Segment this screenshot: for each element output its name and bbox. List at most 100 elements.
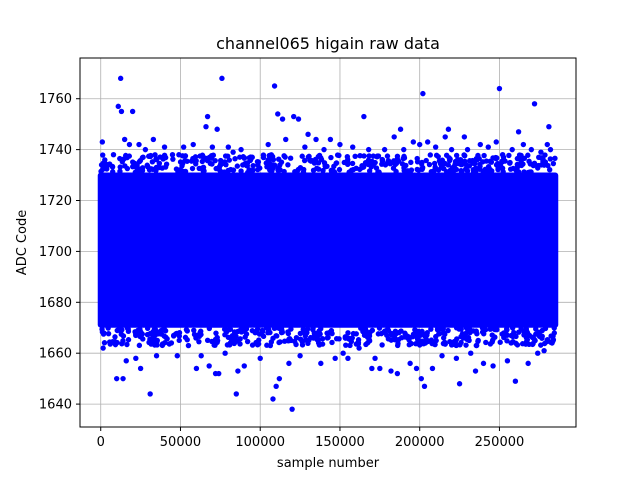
fringe-point <box>231 339 238 346</box>
data-point <box>429 365 436 372</box>
fringe-point <box>324 163 330 169</box>
data-point <box>174 353 180 359</box>
fringe-point <box>136 342 143 349</box>
data-point <box>214 126 220 132</box>
fringe-point <box>285 338 292 344</box>
fringe-point <box>315 166 322 172</box>
data-point <box>118 108 125 115</box>
fringe-point <box>487 326 493 332</box>
data-point <box>417 141 423 148</box>
data-point <box>432 144 439 150</box>
data-point <box>345 355 351 361</box>
data-point <box>198 353 204 359</box>
fringe-point <box>427 152 434 158</box>
data-point <box>113 375 120 382</box>
fringe-point <box>316 152 323 159</box>
data-point <box>321 146 327 153</box>
data-point <box>117 75 124 82</box>
fringe-point <box>504 338 510 344</box>
data-point <box>439 353 445 359</box>
fringe-point <box>462 152 468 159</box>
fringe-point <box>349 160 356 167</box>
fringe-point <box>514 161 520 168</box>
fringe-point <box>396 329 402 336</box>
fringe-point <box>277 339 283 345</box>
fringe-point <box>404 333 410 339</box>
data-point <box>126 141 133 148</box>
data-point <box>115 103 121 110</box>
data-point <box>541 347 547 354</box>
fringe-point <box>278 159 285 165</box>
data-point <box>445 126 452 132</box>
fringe-point <box>183 326 190 333</box>
data-point <box>340 350 346 356</box>
fringe-point <box>268 165 274 172</box>
fringe-point <box>464 168 471 174</box>
y-tick-label: 1760 <box>39 92 72 107</box>
fringe-point <box>311 160 318 166</box>
data-point <box>453 355 460 361</box>
fringe-point <box>453 166 460 173</box>
fringe-point <box>353 331 359 337</box>
data-point <box>289 406 295 412</box>
data-point <box>276 375 283 382</box>
fringe-point <box>500 331 506 337</box>
fringe-point <box>458 162 464 168</box>
fringe-point <box>463 342 469 348</box>
fringe-point <box>364 334 371 340</box>
data-point <box>297 353 303 359</box>
data-point <box>271 83 278 89</box>
fringe-point <box>453 152 460 159</box>
data-point <box>547 146 554 153</box>
fringe-point <box>151 326 158 332</box>
fringe-point <box>149 159 156 165</box>
fringe-point <box>242 334 248 340</box>
fringe-point <box>112 341 119 348</box>
fringe-point <box>101 340 108 346</box>
fringe-point <box>162 164 169 170</box>
fringe-point <box>403 162 409 169</box>
fringe-point <box>526 158 532 165</box>
fringe-point <box>477 163 483 169</box>
fringe-point <box>301 166 307 173</box>
fringe-point <box>189 165 196 172</box>
fringe-point <box>453 325 460 331</box>
data-point <box>305 131 311 138</box>
fringe-point <box>182 157 188 164</box>
fringe-point <box>466 163 473 169</box>
fringe-point <box>436 331 442 337</box>
fringe-point <box>285 162 291 168</box>
fringe-point <box>487 341 494 347</box>
fringe-point <box>375 169 381 175</box>
fringe-point <box>213 165 219 172</box>
data-point <box>496 85 503 92</box>
fringe-point <box>120 338 126 344</box>
fringe-point <box>182 334 189 341</box>
fringe-point <box>301 157 308 164</box>
fringe-point <box>375 331 382 337</box>
fringe-point <box>241 155 248 161</box>
data-point <box>99 139 106 145</box>
fringe-point <box>212 157 218 164</box>
fringe-point <box>333 160 339 167</box>
fringe-point <box>458 326 464 332</box>
fringe-point <box>538 155 545 161</box>
fringe-point <box>355 341 362 347</box>
fringe-point <box>443 169 450 175</box>
fringe-point <box>253 339 259 346</box>
fringe-point <box>467 329 473 336</box>
data-point <box>456 381 463 387</box>
fringe-point <box>132 169 139 176</box>
fringe-point <box>532 337 538 344</box>
data-point <box>209 144 216 150</box>
data-point <box>372 355 378 361</box>
fringe-point <box>535 165 541 171</box>
fringe-point <box>105 330 112 337</box>
y-axis-ticks: 1640 1660 1680 1700 1720 1740 1760 <box>39 92 80 413</box>
data-point <box>544 141 550 148</box>
data-point <box>407 360 413 367</box>
fringe-point <box>462 158 468 164</box>
data-point <box>420 90 426 97</box>
fringe-point <box>518 325 524 332</box>
fringe-point <box>440 329 447 336</box>
